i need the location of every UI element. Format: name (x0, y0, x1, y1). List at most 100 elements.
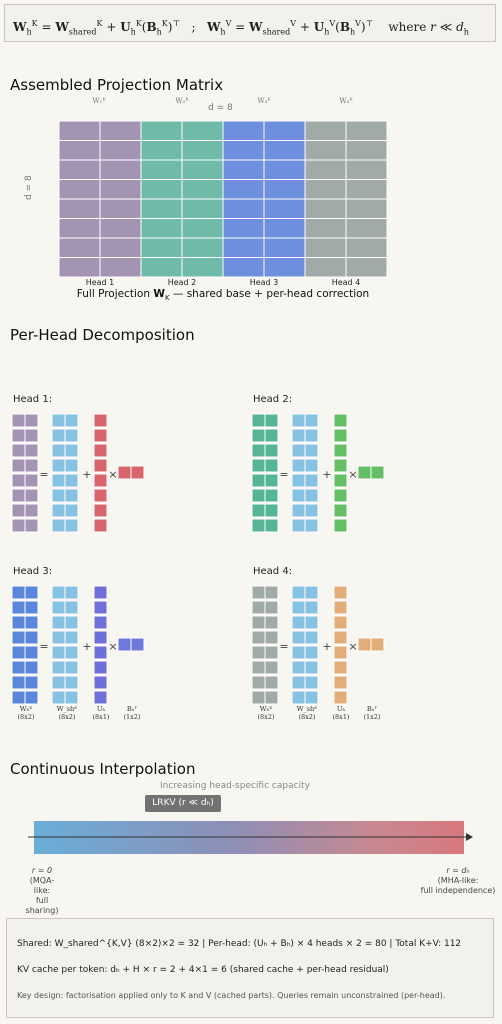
shared-cell (64, 615, 79, 630)
wh-cell (264, 600, 279, 615)
dim-top-label: d = 8 (208, 103, 233, 113)
interp-title: Continuous Interpolation (10, 760, 196, 778)
shared-cell (51, 473, 66, 488)
shared-cell (291, 585, 306, 600)
u-cell (333, 630, 348, 645)
shared-cell (304, 413, 319, 428)
wh-cell (251, 413, 266, 428)
wh-cell (11, 645, 26, 660)
assembled-cell-h4 (304, 218, 347, 239)
assembled-cell-h3 (222, 198, 265, 219)
wh-cell (264, 690, 279, 705)
shared-cell (64, 660, 79, 675)
sub-wh-h3: Wₕᴷ (8x2) (17, 705, 35, 721)
u-cell (93, 630, 108, 645)
shared-cell (304, 600, 319, 615)
formula-box: WhK = WsharedK + UhK(BhK)⊤ ; WhV = Wshar… (4, 4, 496, 42)
wh-cell (264, 503, 279, 518)
assembled-cell-h4 (345, 257, 388, 278)
shared-cell (51, 645, 66, 660)
shared-cell (64, 600, 79, 615)
assembled-cell-h3 (263, 159, 306, 180)
u-cell (93, 428, 108, 443)
wh-cell (24, 660, 39, 675)
u-cell (333, 690, 348, 705)
wh-cell (251, 690, 266, 705)
shared-cell (51, 443, 66, 458)
times-sign: × (108, 640, 117, 653)
formula-text: WhK = WsharedK + UhK(BhK)⊤ ; WhV = Wshar… (13, 19, 469, 37)
assembled-cell-h1 (99, 179, 142, 200)
wh-cell (251, 458, 266, 473)
assembled-cell-h4 (345, 218, 388, 239)
b-cell (357, 465, 372, 480)
assembled-cell-h1 (99, 159, 142, 180)
shared-cell (64, 645, 79, 660)
assembled-cell-h3 (263, 257, 306, 278)
shared-cell (291, 428, 306, 443)
equals-sign: = (39, 640, 48, 653)
dim-left-label: d = 8 (24, 175, 34, 200)
assembled-cell-h1 (99, 120, 142, 141)
u-cell (333, 488, 348, 503)
plus-sign: + (82, 468, 91, 481)
times-sign: × (348, 640, 357, 653)
wh-cell (24, 518, 39, 533)
assembled-cell-h2 (181, 120, 224, 141)
wh-cell (264, 458, 279, 473)
shared-cell (64, 675, 79, 690)
assembled-cell-h2 (181, 140, 224, 161)
assembled-caption: Full Projection WK — shared base + per-h… (76, 288, 370, 303)
w4-label: W₄ᴷ (339, 97, 353, 105)
u-cell (333, 458, 348, 473)
shared-cell (291, 615, 306, 630)
u-cell (333, 585, 348, 600)
wh-cell (264, 585, 279, 600)
u-cell (333, 428, 348, 443)
b-cell (117, 465, 132, 480)
ph-head2-title: Head 2: (253, 394, 293, 405)
head1-label: Head 1 (85, 278, 115, 287)
assembled-cell-h1 (99, 257, 142, 278)
interpolation-arrow (28, 833, 473, 841)
w1-label: W₁ᴷ (92, 97, 106, 105)
shared-cell (64, 473, 79, 488)
right-end-label: r = dₕ (MHA-like: full independence) (420, 866, 496, 895)
wh-cell (264, 488, 279, 503)
shared-cell (291, 458, 306, 473)
assembled-cell-h4 (304, 179, 347, 200)
wh-cell (264, 518, 279, 533)
shared-cell (304, 458, 319, 473)
plus-sign: + (82, 640, 91, 653)
wh-cell (264, 615, 279, 630)
shared-cell (291, 503, 306, 518)
wh-cell (11, 503, 26, 518)
sub-b-h3: Bₕᵀ (1x2) (123, 705, 141, 721)
assembled-cell-h2 (140, 120, 183, 141)
wh-cell (11, 615, 26, 630)
shared-cell (51, 488, 66, 503)
shared-cell (64, 458, 79, 473)
assembled-cell-h2 (140, 140, 183, 161)
assembled-cell-h4 (304, 120, 347, 141)
info-line-2: KV cache per token: dₕ + H × r = 2 + 4×1… (17, 965, 389, 975)
shared-cell (64, 503, 79, 518)
wh-cell (11, 443, 26, 458)
assembled-cell-h3 (263, 198, 306, 219)
wh-cell (11, 660, 26, 675)
u-cell (93, 585, 108, 600)
wh-cell (251, 645, 266, 660)
assembled-cell-h4 (304, 257, 347, 278)
wh-cell (11, 675, 26, 690)
wh-cell (251, 615, 266, 630)
capacity-label: Increasing head-specific capacity (160, 781, 310, 791)
assembled-grid (58, 120, 388, 278)
b-cell (370, 465, 385, 480)
assembled-title: Assembled Projection Matrix (10, 76, 224, 94)
wh-cell (24, 488, 39, 503)
plus-sign: + (322, 468, 331, 481)
assembled-cell-h2 (181, 179, 224, 200)
assembled-cell-h1 (99, 237, 142, 258)
shared-cell (64, 630, 79, 645)
wh-cell (24, 458, 39, 473)
